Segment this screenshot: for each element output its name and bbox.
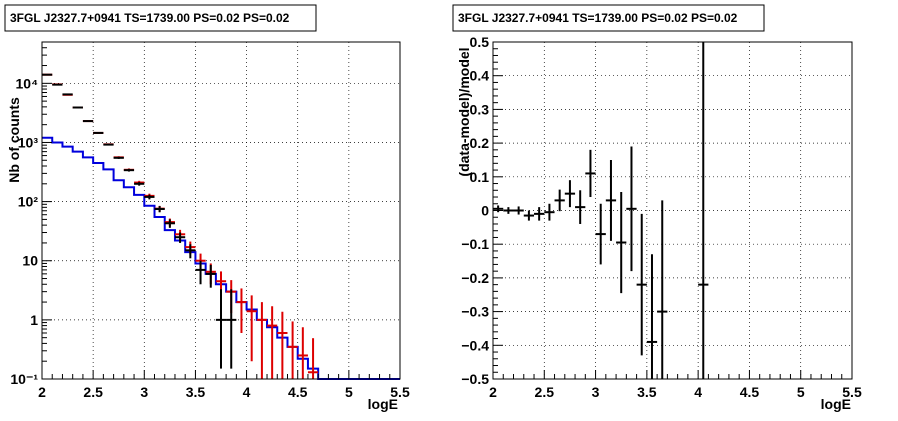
y-tick-label: −0.2 bbox=[461, 270, 489, 286]
x-tick-label: 4 bbox=[243, 384, 251, 400]
y-tick-label: 0.3 bbox=[470, 101, 490, 117]
left-title: 3FGL J2327.7+0941 TS=1739.00 PS=0.02 PS=… bbox=[10, 11, 290, 25]
left-panel: 3FGL J2327.7+0941 TS=1739.00 PS=0.02 PS=… bbox=[4, 4, 410, 412]
right-x-label: logE bbox=[821, 396, 851, 412]
left-y-label: Nb of counts bbox=[6, 97, 22, 183]
x-tick-label: 5 bbox=[345, 384, 353, 400]
right-panel: 3FGL J2327.7+0941 TS=1739.00 PS=0.02 PS=… bbox=[452, 4, 862, 412]
x-tick-label: 5.5 bbox=[390, 384, 410, 400]
x-tick-label: 2.5 bbox=[83, 384, 103, 400]
y-tick-label: 10⁴ bbox=[16, 75, 39, 91]
y-tick-label: −0.1 bbox=[461, 236, 489, 252]
right-x-axis: 2 2.5 3 3.5 4 4.5 5 5.5 bbox=[489, 370, 862, 400]
left-title-box bbox=[4, 4, 317, 32]
y-tick-label: 0.1 bbox=[470, 169, 490, 185]
x-tick-label: 5.5 bbox=[842, 384, 862, 400]
right-residual-points bbox=[493, 42, 709, 379]
x-tick-label: 3.5 bbox=[637, 384, 657, 400]
y-tick-label: 10³ bbox=[18, 134, 39, 150]
y-tick-label: −0.5 bbox=[461, 371, 489, 387]
y-tick-label: 1 bbox=[30, 312, 38, 328]
left-grid bbox=[42, 42, 400, 379]
y-tick-label: 10 bbox=[22, 253, 38, 269]
right-y-axis: −0.5 −0.4 −0.3 −0.2 −0.1 0 0.1 0.2 0.3 0.4 0.5 bbox=[461, 34, 503, 387]
y-tick-label: 0 bbox=[481, 203, 489, 219]
x-tick-label: 4.5 bbox=[740, 384, 760, 400]
x-tick-label: 4 bbox=[694, 384, 702, 400]
x-tick-label: 2 bbox=[38, 384, 46, 400]
x-tick-label: 3.5 bbox=[186, 384, 206, 400]
y-tick-label: 0.5 bbox=[470, 34, 490, 50]
y-tick-label: 0.2 bbox=[470, 135, 490, 151]
right-title: 3FGL J2327.7+0941 TS=1739.00 PS=0.02 PS=… bbox=[458, 11, 738, 25]
x-tick-label: 4.5 bbox=[288, 384, 308, 400]
x-tick-label: 5 bbox=[797, 384, 805, 400]
left-x-axis: 2 2.5 3 3.5 4 4.5 5 5.5 bbox=[38, 370, 410, 400]
left-y-axis: 10⁻¹ 1 10 10² 10³ 10⁴ bbox=[10, 41, 52, 387]
left-data-points bbox=[42, 73, 237, 369]
y-tick-label: 0.4 bbox=[470, 68, 490, 84]
left-x-label: logE bbox=[368, 396, 398, 412]
x-tick-label: 2.5 bbox=[535, 384, 555, 400]
y-tick-label: 10⁻¹ bbox=[10, 371, 38, 387]
right-y-label: (data-model)/model bbox=[456, 47, 472, 176]
x-tick-label: 2 bbox=[489, 384, 497, 400]
left-model-component bbox=[42, 136, 400, 380]
right-plot-frame bbox=[492, 41, 853, 380]
x-tick-label: 3 bbox=[140, 384, 148, 400]
right-grid bbox=[493, 42, 852, 379]
y-tick-label: 10² bbox=[18, 194, 39, 210]
y-tick-label: −0.3 bbox=[461, 304, 489, 320]
x-tick-label: 3 bbox=[592, 384, 600, 400]
right-title-box bbox=[452, 4, 765, 32]
model-component-step-line bbox=[42, 136, 400, 380]
y-tick-label: −0.4 bbox=[461, 337, 489, 353]
